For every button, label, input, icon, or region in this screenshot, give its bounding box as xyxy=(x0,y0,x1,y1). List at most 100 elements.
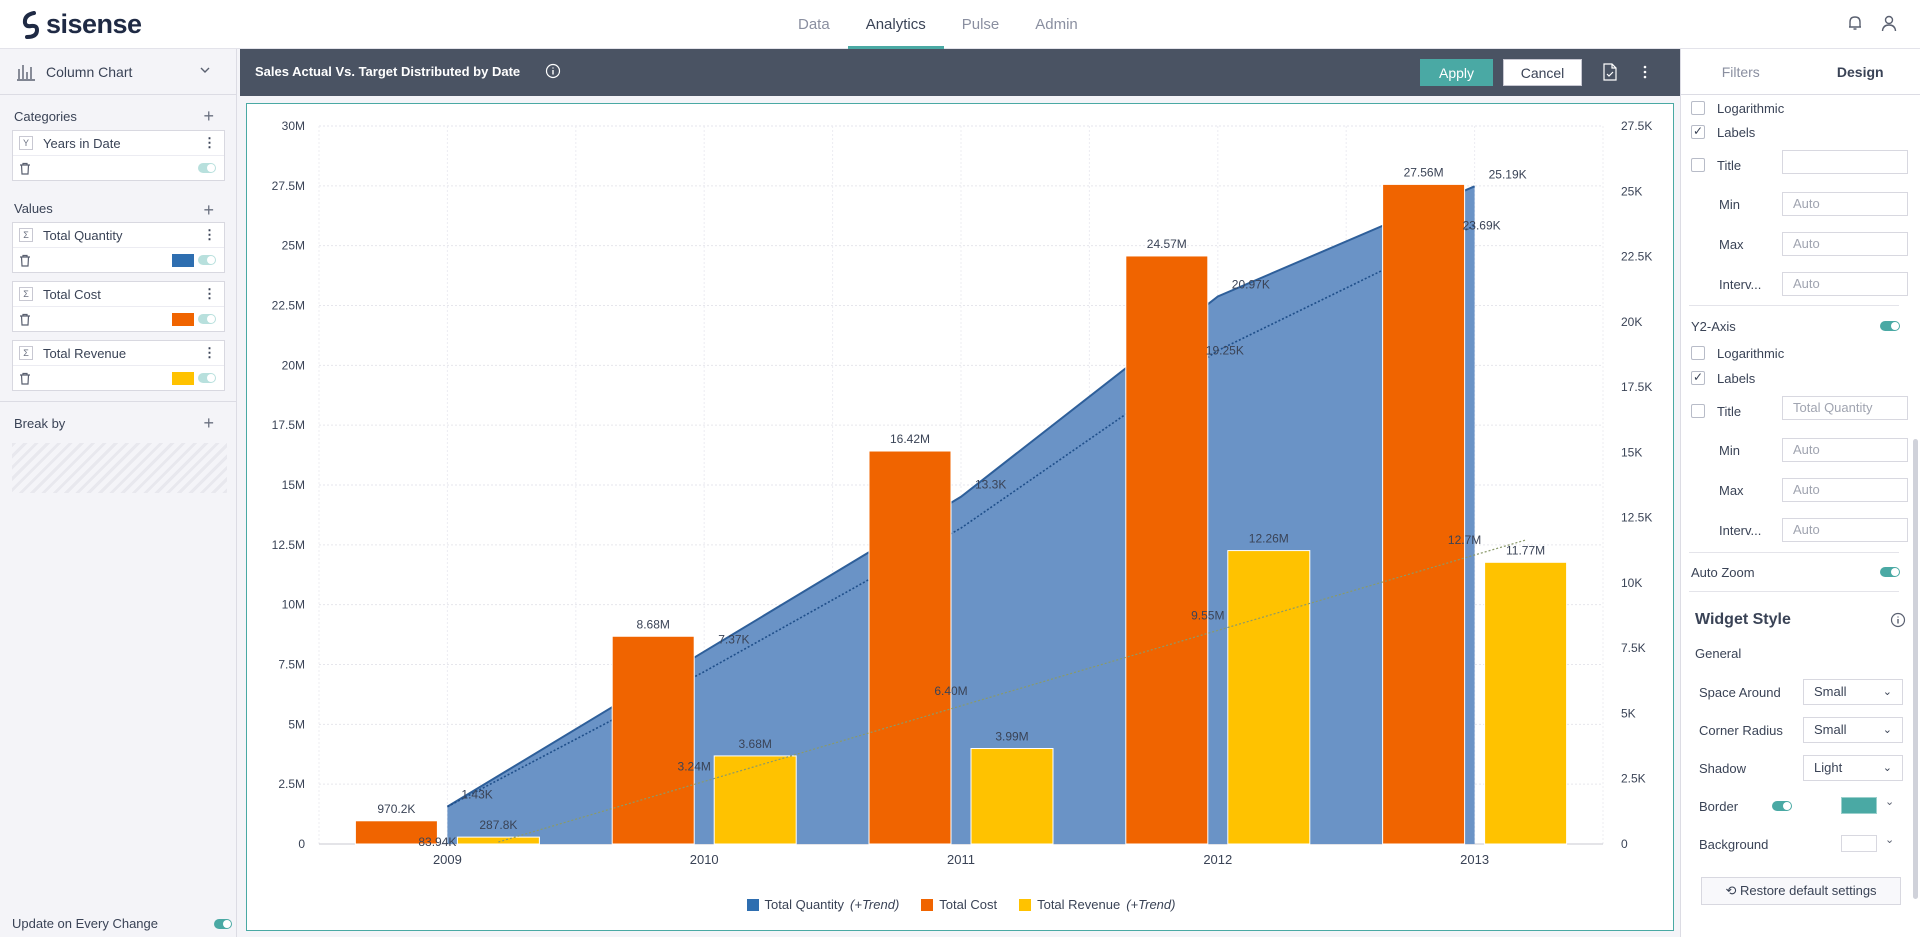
total-cost-data-label: 27.56M xyxy=(1404,165,1444,179)
scrollbar[interactable] xyxy=(1913,439,1918,899)
y-max-input[interactable]: Auto xyxy=(1782,232,1908,256)
value-field-card[interactable]: Σ Total Revenue ⋮ xyxy=(12,340,225,391)
total-cost-data-label: 16.42M xyxy=(890,432,930,446)
chevron-down-icon: ⌄ xyxy=(1882,724,1892,736)
y2-axis-toggle[interactable] xyxy=(1880,321,1900,331)
y-title-checkbox[interactable] xyxy=(1691,158,1705,172)
user-icon[interactable] xyxy=(1880,14,1898,32)
breakby-drop-zone[interactable] xyxy=(12,443,227,493)
chart-type-selector[interactable]: Column Chart xyxy=(0,49,236,95)
y-labels-row[interactable]: Labels xyxy=(1691,120,1901,144)
total-cost-bar xyxy=(868,450,952,845)
series-color-swatch[interactable] xyxy=(172,372,194,385)
info-icon[interactable] xyxy=(545,63,561,79)
divider xyxy=(1689,305,1899,306)
y2-tick-label: 27.5K xyxy=(1621,119,1652,133)
info-icon[interactable] xyxy=(1890,612,1906,628)
background-color-swatch[interactable] xyxy=(1841,835,1877,852)
apply-button[interactable]: Apply xyxy=(1420,59,1493,86)
enable-toggle[interactable] xyxy=(198,255,216,265)
cancel-button[interactable]: Cancel xyxy=(1503,59,1582,86)
widget-style-title: Widget Style xyxy=(1695,611,1791,628)
add-breakby-icon[interactable]: + xyxy=(203,413,214,433)
nav-tab-admin[interactable]: Admin xyxy=(1035,16,1078,33)
chevron-down-icon[interactable]: ⌄ xyxy=(1885,834,1895,846)
legend-item-total-cost[interactable]: Total Cost xyxy=(921,897,997,912)
y2-title-row[interactable]: Title xyxy=(1691,399,1901,423)
total-revenue-trend-label: 83.94K xyxy=(418,835,456,849)
add-category-icon[interactable]: + xyxy=(203,106,214,126)
shadow-dropdown[interactable]: Light ⌄ xyxy=(1803,755,1903,781)
border-toggle[interactable] xyxy=(1772,801,1792,811)
y2-logarithmic-checkbox[interactable] xyxy=(1691,346,1705,360)
kebab-menu-icon[interactable]: ⋮ xyxy=(203,135,216,150)
category-field-card[interactable]: Y Years in Date ⋮ xyxy=(12,130,225,181)
space-around-dropdown[interactable]: Small ⌄ xyxy=(1803,679,1903,705)
auto-zoom-toggle[interactable] xyxy=(1880,567,1900,577)
trash-icon[interactable] xyxy=(19,313,31,326)
enable-toggle[interactable] xyxy=(198,373,216,383)
nav-tab-pulse[interactable]: Pulse xyxy=(961,16,1000,33)
trash-icon[interactable] xyxy=(19,254,31,267)
legend-item-total-revenue[interactable]: Total Revenue (+Trend) xyxy=(1019,897,1175,912)
y2-tick-label: 12.5K xyxy=(1621,511,1652,525)
value-field-card[interactable]: Σ Total Cost ⋮ xyxy=(12,281,225,332)
enable-toggle[interactable] xyxy=(198,163,216,173)
y-interval-input[interactable]: Auto xyxy=(1782,272,1908,296)
export-file-icon[interactable] xyxy=(1602,63,1618,81)
y2-logarithmic-row[interactable]: Logarithmic xyxy=(1691,341,1901,365)
widget-title[interactable]: Sales Actual Vs. Target Distributed by D… xyxy=(255,64,521,79)
y-title-label: Title xyxy=(1717,157,1742,173)
y2-min-input[interactable]: Auto xyxy=(1782,438,1908,462)
y2-max-input[interactable]: Auto xyxy=(1782,478,1908,502)
y2-logarithmic-label: Logarithmic xyxy=(1717,345,1785,361)
series-color-swatch[interactable] xyxy=(172,254,194,267)
y2-title-label: Title xyxy=(1717,403,1742,419)
corner-radius-dropdown[interactable]: Small ⌄ xyxy=(1803,717,1903,743)
y2-tick-label: 7.5K xyxy=(1621,641,1646,655)
y-labels-checkbox[interactable] xyxy=(1691,124,1705,139)
y-logarithmic-row[interactable]: Logarithmic xyxy=(1691,96,1901,120)
y2-labels-checkbox[interactable] xyxy=(1691,370,1705,385)
trash-icon[interactable] xyxy=(19,162,31,175)
y-tick-label: 15M xyxy=(282,478,305,492)
chevron-down-icon: ⌄ xyxy=(1882,686,1892,698)
legend-item-total-quantity[interactable]: Total Quantity (+Trend) xyxy=(746,897,899,912)
legend-swatch xyxy=(746,898,759,911)
column-chart[interactable]: 0 2.5M 5M 7.5M 10M 12.5M 15M 17.5M 20M 22.5M 25M 27… xyxy=(247,104,1673,930)
y2-max-label: Max xyxy=(1719,483,1744,498)
border-color-swatch[interactable] xyxy=(1841,797,1877,814)
y-logarithmic-checkbox[interactable] xyxy=(1691,101,1705,115)
y2-interval-input[interactable]: Auto xyxy=(1782,518,1908,542)
more-options-icon[interactable] xyxy=(1642,63,1648,81)
sisense-logo[interactable]: sisense xyxy=(20,9,142,40)
add-value-icon[interactable]: + xyxy=(203,200,214,220)
y-title-input[interactable] xyxy=(1782,150,1908,174)
column-chart-icon xyxy=(17,64,35,81)
bell-icon[interactable] xyxy=(1846,14,1864,32)
total-revenue-bar xyxy=(456,836,540,845)
series-color-swatch[interactable] xyxy=(172,313,194,326)
nav-tab-data[interactable]: Data xyxy=(798,16,830,33)
kebab-menu-icon[interactable]: ⋮ xyxy=(203,286,216,301)
kebab-menu-icon[interactable]: ⋮ xyxy=(203,345,216,360)
breakby-label: Break by xyxy=(14,416,66,431)
total-revenue-trend-label: 12.7M xyxy=(1448,533,1481,547)
value-field-card[interactable]: Σ Total Quantity ⋮ xyxy=(12,222,225,273)
y2-title-checkbox[interactable] xyxy=(1691,404,1705,418)
restore-default-button[interactable]: ⟲ Restore default settings xyxy=(1701,877,1901,905)
total-cost-bar xyxy=(611,635,695,845)
tab-design[interactable]: Design xyxy=(1836,64,1884,80)
kebab-menu-icon[interactable]: ⋮ xyxy=(203,227,216,242)
chevron-down-icon[interactable]: ⌄ xyxy=(1885,796,1895,808)
enable-toggle[interactable] xyxy=(198,314,216,324)
y2-labels-row[interactable]: Labels xyxy=(1691,366,1901,390)
y2-title-input[interactable]: Total Quantity xyxy=(1782,396,1908,420)
trash-icon[interactable] xyxy=(19,372,31,385)
update-on-change-toggle[interactable] xyxy=(214,919,232,929)
y-title-row[interactable]: Title xyxy=(1691,153,1901,177)
total-cost-data-label: 8.68M xyxy=(637,617,670,631)
y-min-input[interactable]: Auto xyxy=(1782,192,1908,216)
nav-tab-analytics[interactable]: Analytics xyxy=(847,0,944,49)
tab-filters[interactable]: Filters xyxy=(1721,64,1760,80)
